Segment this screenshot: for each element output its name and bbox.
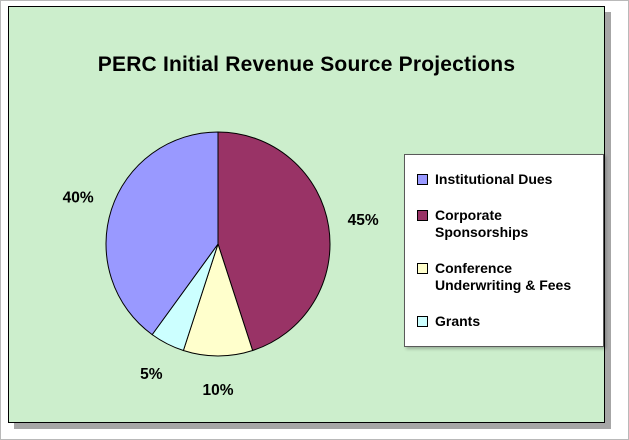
pie-slice-institutional-dues xyxy=(105,131,219,336)
legend-label: Institutional Dues xyxy=(435,171,553,187)
chart-panel: PERC Initial Revenue Source Projections … xyxy=(8,6,605,423)
pie-percent-label-conference-underwriting-fees: 10% xyxy=(202,382,233,399)
legend-swatch-icon xyxy=(417,209,428,221)
pie-slice-corporate-sponsorships xyxy=(217,131,331,352)
legend-label: Corporate Sponsorships xyxy=(435,206,529,241)
legend-item-institutional-dues: Institutional Dues xyxy=(417,171,593,189)
pie-percent-label-corporate-sponsorships: 45% xyxy=(348,212,379,229)
legend-item-grants: Grants xyxy=(417,313,593,331)
pie-percent-label-institutional-dues: 40% xyxy=(63,190,94,207)
pie-percent-label-grants: 5% xyxy=(140,366,163,383)
chart-title: PERC Initial Revenue Source Projections xyxy=(97,53,516,76)
legend: Institutional Dues Corporate Sponsorship… xyxy=(404,154,604,347)
legend-swatch-icon xyxy=(417,315,428,327)
legend-item-conference-underwriting: Conference Underwriting & Fees xyxy=(417,260,593,295)
legend-item-corporate-sponsorships: Corporate Sponsorships xyxy=(417,207,593,242)
legend-label: Grants xyxy=(435,312,481,329)
legend-swatch-icon xyxy=(417,174,428,185)
legend-swatch-icon xyxy=(417,262,428,274)
legend-label: Conference Underwriting & Fees xyxy=(435,259,572,294)
pie-chart: 45% 10% 5% 40% xyxy=(63,131,379,399)
